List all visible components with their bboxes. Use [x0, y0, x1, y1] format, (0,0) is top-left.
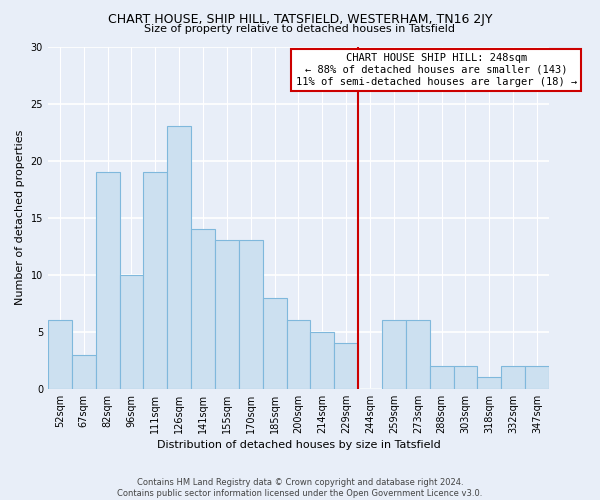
Bar [525, 366, 549, 389]
Text: Contains HM Land Registry data © Crown copyright and database right 2024.
Contai: Contains HM Land Registry data © Crown c… [118, 478, 482, 498]
Bar [287, 320, 310, 389]
Bar [48, 320, 72, 389]
Bar [239, 240, 263, 389]
Bar [167, 126, 191, 389]
Bar [382, 320, 406, 389]
Bar [334, 343, 358, 389]
Bar [501, 366, 525, 389]
Text: CHART HOUSE, SHIP HILL, TATSFIELD, WESTERHAM, TN16 2JY: CHART HOUSE, SHIP HILL, TATSFIELD, WESTE… [108, 12, 492, 26]
Bar [72, 354, 95, 389]
Bar [191, 229, 215, 389]
Bar [430, 366, 454, 389]
Bar [454, 366, 478, 389]
X-axis label: Distribution of detached houses by size in Tatsfield: Distribution of detached houses by size … [157, 440, 440, 450]
Bar [215, 240, 239, 389]
Text: Size of property relative to detached houses in Tatsfield: Size of property relative to detached ho… [145, 24, 455, 34]
Y-axis label: Number of detached properties: Number of detached properties [15, 130, 25, 306]
Bar [143, 172, 167, 389]
Bar [478, 378, 501, 389]
Text: CHART HOUSE SHIP HILL: 248sqm
← 88% of detached houses are smaller (143)
11% of : CHART HOUSE SHIP HILL: 248sqm ← 88% of d… [296, 54, 577, 86]
Bar [310, 332, 334, 389]
Bar [406, 320, 430, 389]
Bar [119, 274, 143, 389]
Bar [95, 172, 119, 389]
Bar [263, 298, 287, 389]
